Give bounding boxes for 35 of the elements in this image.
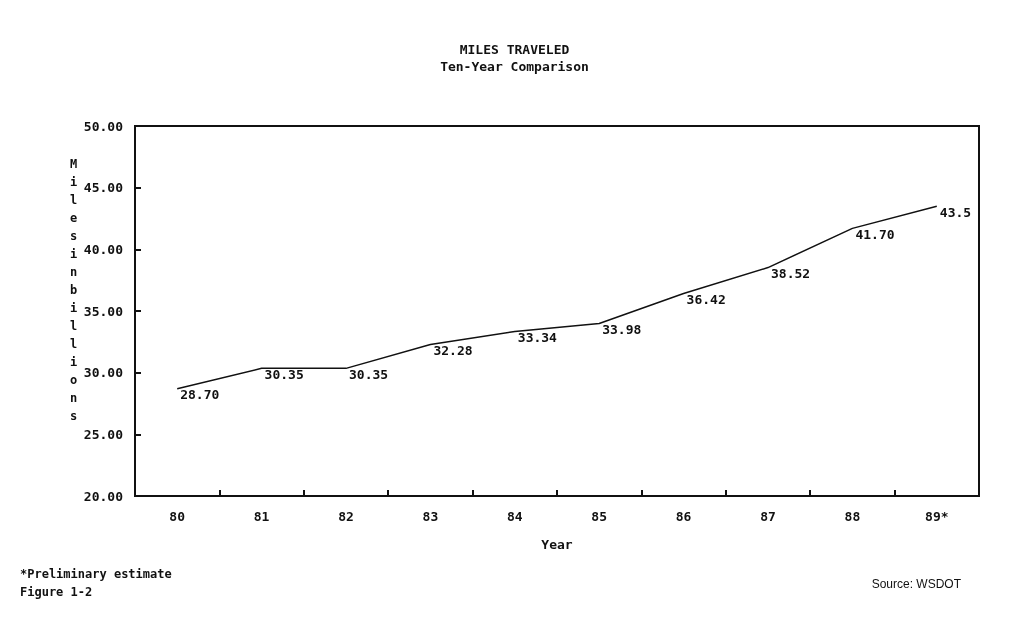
text: Miles in billions xyxy=(70,157,78,423)
text: *Preliminary estimate xyxy=(20,567,172,581)
y-tick-label: 30.00 xyxy=(83,365,124,381)
x-tick-label: 83 xyxy=(422,509,439,524)
y-tick-label: 40.00 xyxy=(83,241,124,257)
x-tick-label: 80 xyxy=(169,509,186,524)
y-tick-label: 20.00 xyxy=(83,488,124,504)
y-tick-label: 35.00 xyxy=(83,303,124,319)
chart-title: MILES TRAVELED xyxy=(459,42,570,57)
data-label: 33.34 xyxy=(517,329,558,345)
y-tick-label: 50.00 xyxy=(83,118,124,134)
data-label: 33.98 xyxy=(602,322,642,338)
data-label: 41.70 xyxy=(855,226,895,242)
data-label: 30.35 xyxy=(264,366,304,382)
data-label: 43.5 xyxy=(939,204,972,220)
x-tick-label: 89* xyxy=(925,509,949,524)
caption: Figure 1-2 xyxy=(20,585,93,599)
y-tick-label: 25.00 xyxy=(83,426,124,442)
x-tick-label: 81 xyxy=(253,509,270,524)
y-tick-label: 45.00 xyxy=(83,180,124,196)
x-tick-label: 82 xyxy=(338,509,354,524)
x-tick-label: 84 xyxy=(506,509,523,524)
x-tick-label: 87 xyxy=(760,509,776,524)
x-tick-label: 88 xyxy=(844,509,861,524)
x-tick-label: 85 xyxy=(591,509,608,524)
data-label: 32.28 xyxy=(433,343,473,359)
x-tick-label: 86 xyxy=(675,509,692,524)
data-label: 28.70 xyxy=(180,387,220,403)
data-label: 38.52 xyxy=(771,266,811,282)
source-note: Source: WSDOT xyxy=(871,577,962,591)
line-series xyxy=(176,205,938,390)
chart-subtitle: Ten-Year Comparison xyxy=(440,59,589,74)
data-label: 30.35 xyxy=(349,366,389,382)
x-axis-title: Year xyxy=(541,537,573,552)
data-label: 36.42 xyxy=(686,291,726,307)
